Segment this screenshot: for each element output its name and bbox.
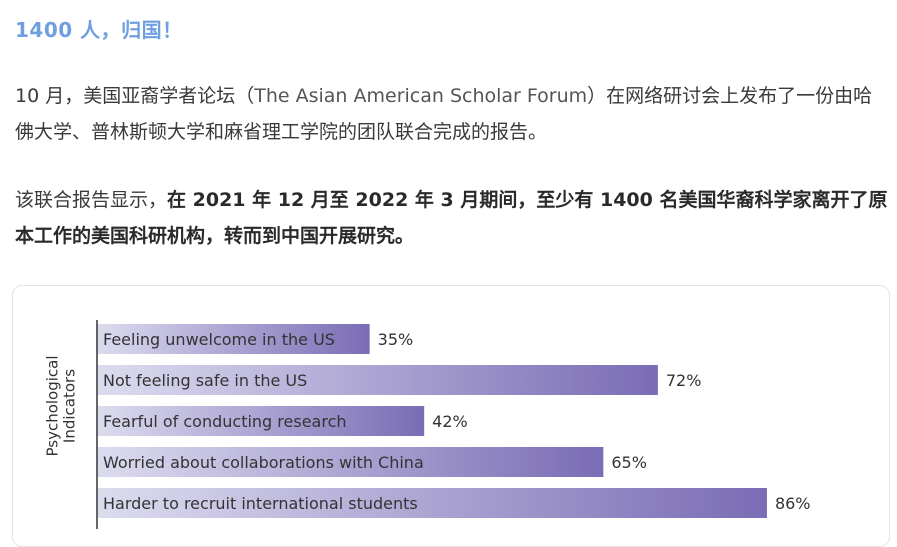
category-label: Feeling unwelcome in the US bbox=[103, 330, 335, 349]
value-label: 72% bbox=[666, 371, 702, 390]
bar-3 bbox=[97, 447, 604, 477]
bar-4 bbox=[97, 488, 767, 518]
p1-suffix: ）在网络研讨会上发布了一份由哈佛大学、普林斯顿大学和麻省理工学院的团队联合完成的… bbox=[15, 85, 873, 143]
value-label: 86% bbox=[775, 494, 811, 513]
org-name: The Asian American Scholar Forum bbox=[254, 85, 588, 107]
chart-card: Feeling unwelcome in the US 35% Not feelin… bbox=[12, 285, 890, 547]
y-axis-label-line: Psychological bbox=[44, 355, 62, 456]
p2-highlight: 在 2021 年 12 月至 2022 年 3 月期间，至少有 1400 名美国… bbox=[15, 189, 888, 247]
p1-prefix: 10 月，美国亚裔学者论坛（ bbox=[15, 85, 255, 107]
paragraph-report-intro: 10 月，美国亚裔学者论坛（The Asian American Scholar… bbox=[15, 78, 891, 150]
value-label: 35% bbox=[378, 330, 414, 349]
value-label: 65% bbox=[611, 453, 647, 472]
value-label: 42% bbox=[432, 412, 468, 431]
bars-group: Feeling unwelcome in the US 35% Not feelin… bbox=[97, 324, 811, 518]
y-axis-label: PsychologicalIndicators bbox=[44, 355, 79, 456]
category-label: Worried about collaborations with China bbox=[103, 453, 424, 472]
bar-chart: Feeling unwelcome in the US 35% Not feelin… bbox=[44, 320, 811, 529]
bar-1 bbox=[97, 365, 658, 395]
bar-2 bbox=[97, 406, 425, 436]
p2-prefix: 该联合报告显示， bbox=[15, 189, 168, 211]
category-label: Harder to recruit international students bbox=[103, 494, 418, 513]
paragraph-report-finding: 该联合报告显示，在 2021 年 12 月至 2022 年 3 月期间，至少有 … bbox=[15, 182, 891, 254]
article-heading: 1400 人，归国！ bbox=[15, 18, 183, 42]
y-axis-label-line: Indicators bbox=[61, 369, 79, 443]
bar-0 bbox=[97, 324, 370, 354]
category-label: Fearful of conducting research bbox=[103, 412, 347, 431]
category-label: Not feeling safe in the US bbox=[103, 371, 307, 390]
